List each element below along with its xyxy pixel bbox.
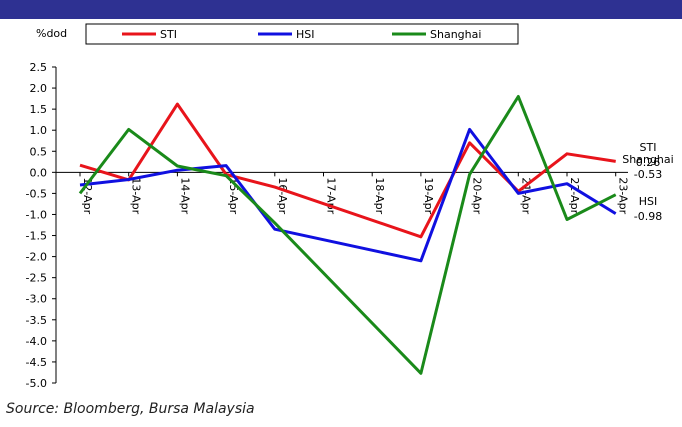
series-line-hsi — [79, 127, 617, 263]
x-tick-label: 18-Apr — [373, 177, 386, 214]
y-tick-label: 0.5 — [30, 145, 48, 158]
annotation-name-shanghai: Shanghai — [622, 153, 673, 166]
x-tick-label: 23-Apr — [617, 177, 630, 214]
y-tick-label: -5.0 — [26, 377, 47, 390]
y-tick-label: -2.0 — [26, 251, 47, 264]
series-line-sti — [79, 102, 616, 239]
y-tick-label: 1.0 — [30, 124, 48, 137]
legend-label-shanghai: Shanghai — [430, 28, 481, 41]
annotation-name-sti: STI — [640, 141, 657, 154]
legend-box — [85, 23, 519, 45]
annotation-value-hsi: -0.98 — [634, 210, 662, 223]
series-line-shanghai — [78, 95, 617, 375]
y-tick-label: -3.0 — [26, 293, 47, 306]
x-tick-label: 13-Apr — [130, 177, 143, 214]
annotation-value-sti: 0.26 — [636, 156, 661, 169]
y-tick-label: 1.5 — [30, 103, 48, 116]
y-tick-label: -0.5 — [26, 187, 47, 200]
y-tick-label: 2.0 — [30, 82, 48, 95]
x-tick-label: 22-Apr — [568, 177, 581, 214]
x-tick-label: 16-Apr — [276, 177, 289, 214]
y-tick-label: -1.0 — [26, 208, 47, 221]
y-tick-label: -1.5 — [26, 230, 47, 243]
y-tick-label: -3.5 — [26, 314, 47, 327]
source-note: Source: Bloomberg, Bursa Malaysia — [6, 401, 255, 417]
header-bar — [0, 0, 682, 19]
legend-label-sti: STI — [160, 28, 177, 41]
x-tick-label: 14-Apr — [178, 177, 191, 214]
y-tick-label: -4.5 — [26, 356, 47, 369]
x-tick-label: 19-Apr — [422, 177, 435, 214]
annotation-value-shanghai: -0.53 — [634, 168, 662, 181]
legend-label-hsi: HSI — [296, 28, 315, 41]
y-tick-label: -4.0 — [26, 335, 47, 348]
y-tick-label: 2.5 — [30, 61, 48, 74]
annotation-name-hsi: HSI — [639, 195, 658, 208]
y-tick-label: 0.0 — [30, 166, 48, 179]
y-axis-label: %dod — [36, 27, 67, 40]
line-chart: 2.5 2.0 1.5 1.0 0.5 0.0 -0.5 -1.0 -1.5 -2.0 -2.5 -3… — [26, 23, 674, 390]
x-tick-label: 20-Apr — [471, 177, 484, 214]
y-tick-label: -2.5 — [26, 272, 47, 285]
